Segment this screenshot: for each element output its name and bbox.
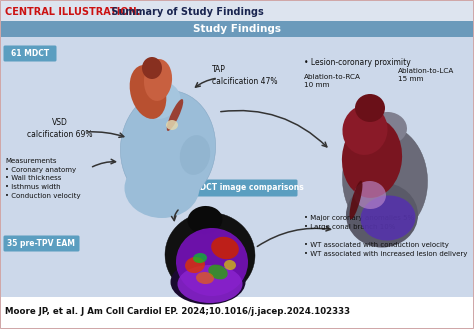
Text: TAP
calcification 47%: TAP calcification 47% [212,65,277,86]
Text: Study Findings: Study Findings [193,24,281,35]
Ellipse shape [185,257,205,273]
Ellipse shape [193,253,207,263]
Text: VSD
calcification 69%: VSD calcification 69% [27,118,93,139]
FancyBboxPatch shape [1,21,473,37]
Ellipse shape [208,265,228,279]
Ellipse shape [167,99,183,131]
Ellipse shape [136,81,181,119]
Ellipse shape [176,228,248,296]
Ellipse shape [342,105,388,155]
Ellipse shape [188,206,222,234]
Ellipse shape [349,181,363,219]
Ellipse shape [165,213,255,297]
Ellipse shape [142,57,162,79]
FancyBboxPatch shape [1,1,473,21]
Text: Ablation-to-LCA
15 mm: Ablation-to-LCA 15 mm [398,68,455,82]
Ellipse shape [120,90,216,205]
Ellipse shape [180,135,210,175]
Ellipse shape [171,260,246,305]
FancyBboxPatch shape [184,180,298,196]
FancyBboxPatch shape [3,236,80,251]
Ellipse shape [342,118,402,198]
Ellipse shape [130,65,166,119]
Text: • Lesion-coronary proximity: • Lesion-coronary proximity [304,58,411,67]
Ellipse shape [342,125,428,235]
Ellipse shape [369,112,407,144]
Text: Moore JP, et al. J Am Coll Cardiol EP. 2024;10.1016/j.jacep.2024.102333: Moore JP, et al. J Am Coll Cardiol EP. 2… [5,308,350,316]
Text: 61 MDCT: 61 MDCT [11,49,49,58]
Ellipse shape [177,265,243,303]
Ellipse shape [144,59,172,101]
Text: Ablation-to-RCA
10 mm: Ablation-to-RCA 10 mm [304,74,361,88]
Text: 35 MDCT image comparisons: 35 MDCT image comparisons [179,184,303,192]
Ellipse shape [354,181,386,209]
Text: • Major coronary anomalies 5%
• Large conal branch 10%

• WT associated with con: • Major coronary anomalies 5% • Large co… [304,215,467,257]
Ellipse shape [166,120,178,130]
Text: Measurements
• Coronary anatomy
• Wall thickness
• Isthmus width
• Conduction ve: Measurements • Coronary anatomy • Wall t… [5,158,81,199]
Text: Summary of Study Findings: Summary of Study Findings [108,7,264,17]
Ellipse shape [361,195,416,240]
Text: 35 pre-TPV EAM: 35 pre-TPV EAM [8,239,75,248]
Ellipse shape [125,158,200,218]
FancyBboxPatch shape [3,45,56,62]
FancyBboxPatch shape [1,297,473,328]
Ellipse shape [355,94,385,122]
Ellipse shape [211,237,239,259]
Ellipse shape [224,260,236,270]
Ellipse shape [196,272,214,284]
Ellipse shape [346,183,418,247]
Text: CENTRAL ILLUSTRATION:: CENTRAL ILLUSTRATION: [5,7,141,17]
FancyBboxPatch shape [1,37,473,297]
